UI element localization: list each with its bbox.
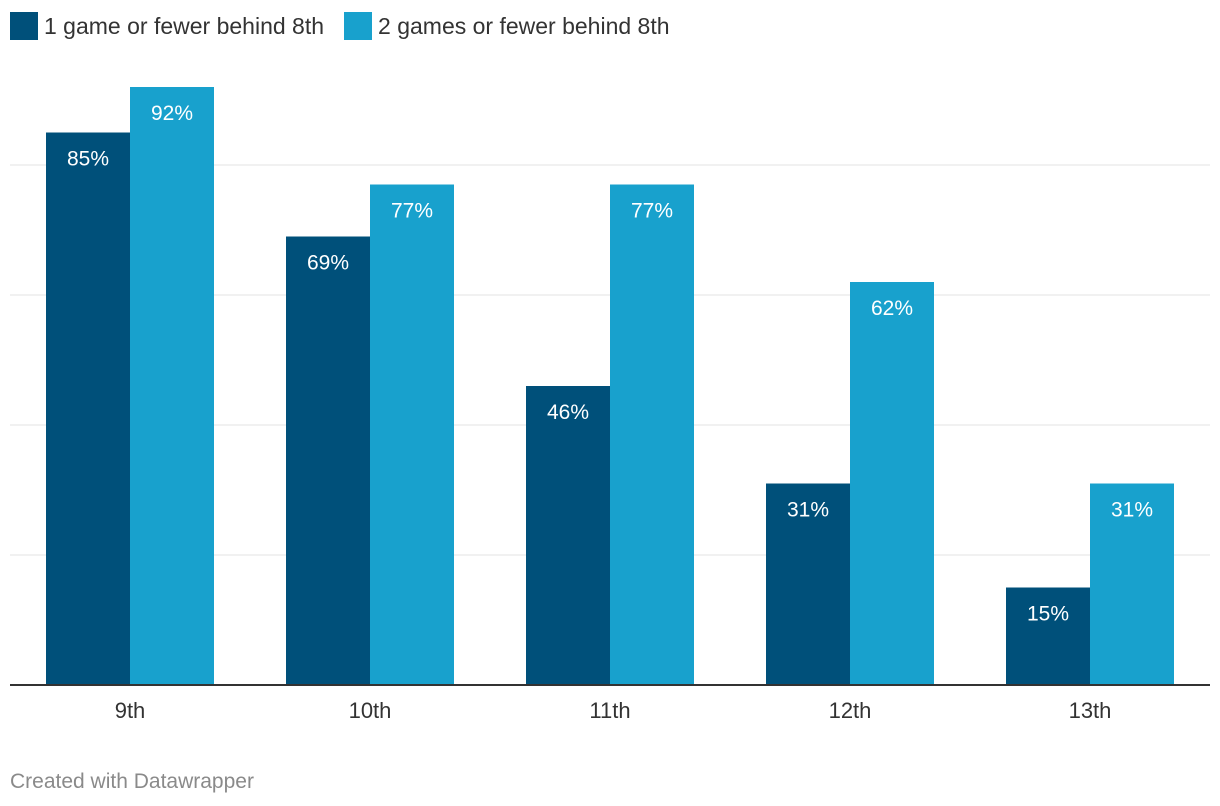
legend-swatch-series-2 [344, 12, 373, 40]
bar-series-2-13th [1090, 483, 1174, 685]
x-tick-label-9th: 9th [115, 698, 146, 723]
data-label-series-2-10th: 77% [391, 200, 433, 223]
data-label-series-1-9th: 85% [67, 148, 109, 171]
x-tick-label-11th: 11th [589, 698, 630, 723]
chart-legend: 1 game or fewer behind 8th 2 games or fe… [10, 12, 690, 40]
data-label-series-2-12th: 62% [871, 297, 913, 320]
bar-series-1-12th [766, 483, 850, 685]
credit-text: Created with Datawrapper [10, 770, 254, 793]
data-label-series-2-9th: 92% [151, 102, 193, 125]
x-tick-label-10th: 10th [349, 698, 392, 723]
bar-series-2-9th [130, 87, 214, 685]
legend-item-series-1: 1 game or fewer behind 8th [10, 12, 324, 40]
bar-series-1-10th [286, 236, 370, 685]
legend-label-series-2: 2 games or fewer behind 8th [378, 12, 670, 39]
data-label-series-2-13th: 31% [1111, 499, 1153, 522]
bar-series-1-13th [1006, 587, 1090, 685]
bar-series-1-9th [46, 132, 130, 685]
data-label-series-1-10th: 69% [307, 252, 349, 275]
legend-swatch-series-1 [10, 12, 38, 40]
bar-series-2-12th [850, 282, 934, 685]
data-label-series-1-12th: 31% [787, 499, 829, 522]
data-label-series-1-13th: 15% [1027, 603, 1069, 626]
data-label-series-2-11th: 77% [631, 200, 673, 223]
data-label-series-1-11th: 46% [547, 401, 589, 424]
x-tick-label-12th: 12th [829, 698, 872, 723]
bar-series-1-11th [526, 386, 610, 685]
bar-series-2-11th [610, 184, 694, 685]
bar-series-2-10th [370, 184, 454, 685]
legend-label-series-1: 1 game or fewer behind 8th [44, 12, 325, 39]
x-tick-label-13th: 13th [1069, 698, 1112, 723]
legend-item-series-2: 2 games or fewer behind 8th [344, 12, 670, 40]
